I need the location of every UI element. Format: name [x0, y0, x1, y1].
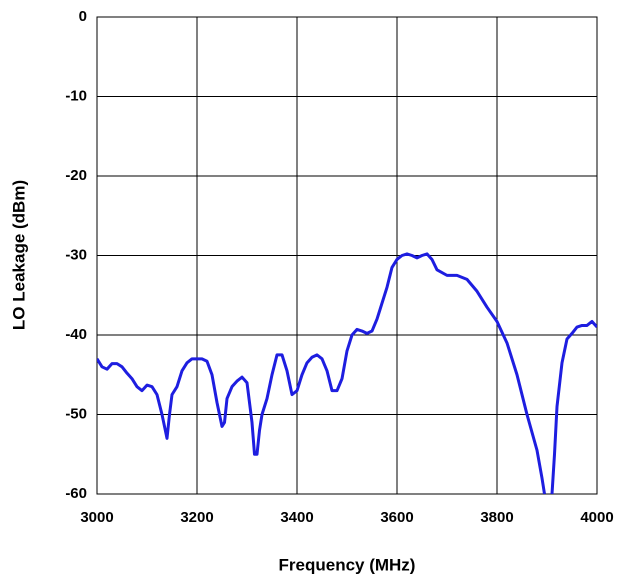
- y-tick-label: -10: [65, 87, 87, 104]
- y-axis-label: LO Leakage (dBm): [9, 180, 28, 330]
- x-tick-label: 3400: [280, 509, 313, 526]
- y-tick-label: 0: [79, 8, 87, 25]
- y-tick-label: -30: [65, 246, 87, 263]
- plot-frame: [96, 16, 598, 495]
- y-tick-label: -50: [65, 405, 87, 422]
- y-tick-label: -60: [65, 485, 87, 502]
- x-axis-label: Frequency (MHz): [279, 555, 416, 574]
- x-tick-label: 4000: [580, 509, 613, 526]
- y-tick-label: -20: [65, 167, 87, 184]
- x-tick-label: 3800: [480, 509, 513, 526]
- data-line: [97, 252, 597, 494]
- y-tick-label: -40: [65, 326, 87, 343]
- x-tick-label: 3200: [180, 509, 213, 526]
- x-tick-label: 3000: [80, 509, 113, 526]
- x-tick-label: 3600: [380, 509, 413, 526]
